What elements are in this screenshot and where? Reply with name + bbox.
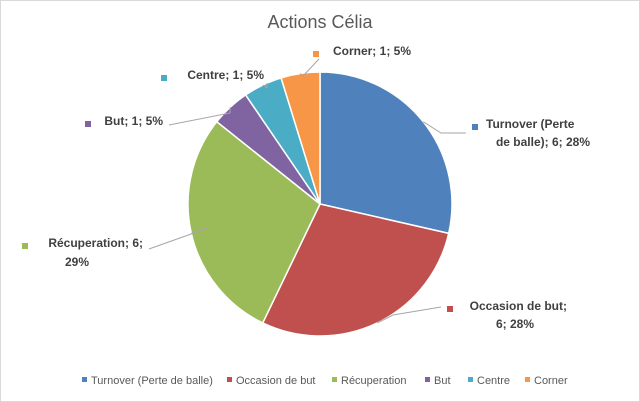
legend-swatch-centre [468, 377, 473, 382]
legend-swatch-corner [525, 377, 530, 382]
data-label-turnover-perte-de-balle-line-1: Turnover (Perte [486, 117, 575, 131]
leader-line-occasion-de-but [377, 306, 442, 324]
data-label-key-recuperation [22, 243, 28, 249]
data-label-centre: Centre; 1; 5% [187, 68, 264, 82]
leader-line-but [168, 107, 231, 126]
pie-slice-occasion-de-but [261, 203, 450, 337]
data-label-key-occasion-de-but [447, 306, 453, 312]
data-label-key-centre [161, 75, 167, 81]
data-label-key-turnover-perte-de-balle [472, 124, 478, 130]
legend-label-but: But [434, 375, 451, 387]
data-label-corner: Corner; 1; 5% [333, 44, 411, 58]
leader-lines [148, 58, 466, 324]
leader-line-corner [299, 58, 320, 77]
data-label-occasion-de-but-line-1: Occasion de but; [470, 299, 567, 313]
data-label-turnover-perte-de-balle-line-2: de balle); 6; 28% [496, 135, 590, 149]
data-label-key-but [85, 121, 91, 127]
leader-line-recuperation [148, 227, 209, 250]
legend: Turnover (Perte de balle) Occasion de but… [82, 375, 568, 387]
leader-line-centre [262, 83, 268, 89]
legend-swatch-but [425, 377, 430, 382]
pie-slice-turnover-perte-de-balle [319, 71, 453, 235]
legend-label-turnover-perte-de-balle: Turnover (Perte de balle) [91, 375, 213, 387]
legend-label-recuperation: Récuperation [341, 375, 406, 387]
legend-label-occasion-de-but: Occasion de but [236, 375, 316, 387]
legend-label-corner: Corner [534, 375, 568, 387]
leader-line-turnover-perte-de-balle [422, 121, 466, 134]
data-label-recuperation-line-1: Récuperation; 6; [48, 236, 143, 250]
legend-swatch-occasion-de-but [227, 377, 232, 382]
data-labels: Turnover (Perte de balle); 6; 28% Occasion… [22, 44, 590, 331]
data-label-but: But; 1; 5% [104, 114, 163, 128]
chart-title: Actions Célia [267, 12, 373, 32]
data-label-occasion-de-but-line-2: 6; 28% [496, 317, 534, 331]
data-label-recuperation-line-2: 29% [65, 255, 89, 269]
legend-swatch-recuperation [332, 377, 337, 382]
legend-label-centre: Centre [477, 375, 510, 387]
legend-swatch-turnover-perte-de-balle [82, 377, 87, 382]
pie-slices [187, 71, 453, 337]
data-label-key-corner [313, 51, 319, 57]
